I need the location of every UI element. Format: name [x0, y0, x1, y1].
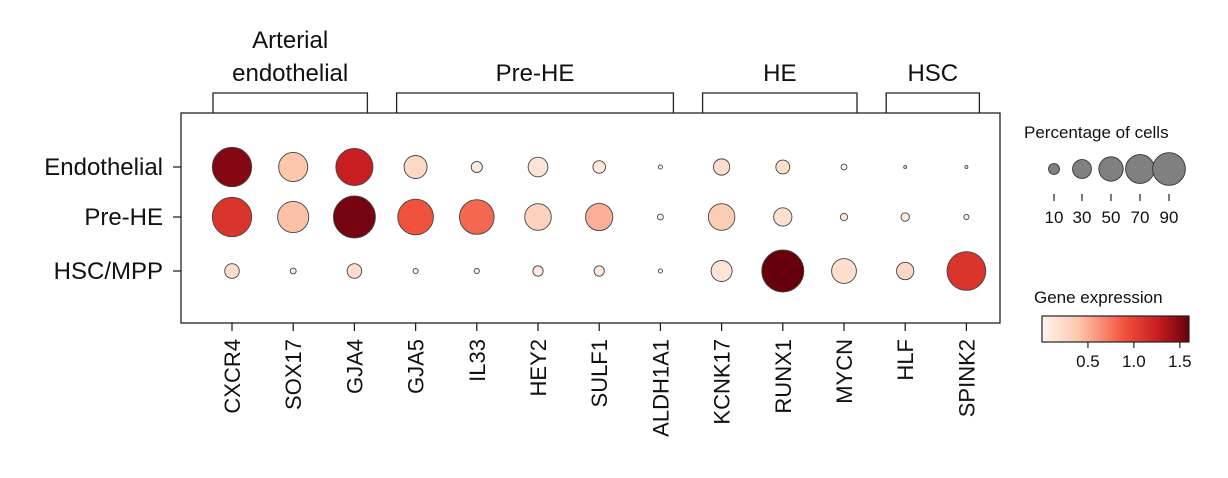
- group-bracket: [885, 92, 981, 113]
- dot-1-9: [773, 207, 793, 227]
- dot-2-4: [473, 267, 480, 275]
- dot-0-9: [775, 159, 791, 175]
- dot-0-3: [403, 155, 428, 179]
- group-bracket: [395, 92, 675, 113]
- dot-1-10: [839, 212, 849, 222]
- dot-1-8: [707, 203, 736, 231]
- size-legend-dot: [1152, 152, 1186, 186]
- dot-0-11: [903, 165, 908, 169]
- dot-0-0: [211, 146, 253, 188]
- dot-0-4: [470, 160, 483, 174]
- gene-label: SOX17: [281, 339, 306, 410]
- group-label: HE: [763, 60, 796, 87]
- group-label: Pre-HE: [496, 60, 575, 87]
- gene-label: GJA4: [342, 339, 367, 394]
- group-label: endothelial: [232, 60, 348, 87]
- gene-label: MYCN: [832, 339, 857, 404]
- color-legend-title: Gene expression: [1034, 288, 1163, 307]
- plot-frame: [180, 112, 1001, 324]
- dot-1-4: [459, 199, 495, 235]
- gene-group-brackets: Arterial endothelial Pre-HE HE HSC: [212, 27, 981, 113]
- size-legend-label: 70: [1131, 208, 1150, 227]
- dot-0-10: [840, 163, 848, 171]
- dot-1-0: [211, 196, 253, 238]
- dot-2-12: [946, 251, 987, 291]
- dot-1-6: [585, 202, 614, 232]
- color-legend-bar: [1041, 315, 1190, 343]
- color-legend: Gene expression 0.5 1.0 1.5: [1034, 288, 1192, 371]
- dot-1-1: [277, 200, 310, 234]
- size-legend-label: 50: [1102, 208, 1121, 227]
- gene-label: GJA5: [404, 339, 429, 394]
- dot-1-5: [524, 203, 552, 231]
- gene-label: SULF1: [587, 339, 612, 407]
- group-bracket: [701, 92, 858, 113]
- dot-2-3: [412, 267, 419, 275]
- color-legend-label: 0.5: [1076, 352, 1100, 371]
- dot-2-2: [346, 263, 363, 279]
- dot-1-11: [900, 212, 910, 222]
- size-legend-title: Percentage of cells: [1024, 123, 1169, 142]
- dot-2-7: [657, 268, 663, 274]
- gene-label: RUNX1: [771, 339, 796, 414]
- group-bracket: [212, 92, 369, 113]
- dot-1-2: [332, 195, 376, 239]
- row-label: HSC/MPP: [54, 258, 163, 285]
- size-legend-label: 90: [1160, 208, 1179, 227]
- dot-2-0: [224, 263, 240, 279]
- dot-2-11: [896, 261, 915, 281]
- size-legend-dot: [1072, 159, 1092, 179]
- row-label: Pre-HE: [84, 204, 163, 231]
- dot-0-1: [278, 151, 309, 182]
- dot-2-9: [761, 249, 805, 293]
- dot-0-6: [592, 160, 606, 174]
- group-label: HSC: [907, 60, 958, 87]
- gene-label: KCNK17: [710, 339, 735, 425]
- size-legend-dot: [1048, 163, 1060, 175]
- gene-label: SPINK2: [954, 339, 979, 417]
- dot-0-5: [527, 156, 549, 178]
- gene-label: HLF: [893, 339, 918, 381]
- dot-1-12: [963, 213, 970, 221]
- dot-2-1: [289, 267, 297, 275]
- dot-2-8: [710, 260, 733, 282]
- dot-0-8: [713, 158, 731, 176]
- size-legend-dot: [1098, 156, 1124, 182]
- plot-area: Endothelial Pre-HE HSC/MPP CXCR4 SOX17 GJA4 GJ…: [44, 112, 1001, 437]
- color-legend-label: 1.0: [1122, 352, 1146, 371]
- gene-label: HEY2: [526, 339, 551, 396]
- dot-0-2: [335, 147, 374, 186]
- gene-label: IL33: [465, 339, 490, 382]
- row-label: Endothelial: [44, 154, 163, 181]
- group-label: Arterial: [252, 27, 328, 54]
- dot-0-12: [964, 165, 969, 169]
- size-legend-label: 10: [1045, 208, 1064, 227]
- size-legend: Percentage of cells 10 30 50 70 90: [1024, 123, 1186, 227]
- gene-label: CXCR4: [220, 339, 245, 414]
- gene-label: ALDH1A1: [648, 339, 673, 437]
- size-legend-label: 30: [1073, 208, 1092, 227]
- color-legend-label: 1.5: [1168, 352, 1192, 371]
- dot-1-7: [656, 213, 664, 221]
- dot-0-7: [657, 164, 663, 170]
- dot-1-3: [397, 198, 434, 236]
- dot-2-10: [831, 258, 857, 284]
- size-legend-dot: [1125, 154, 1155, 184]
- dot-2-5: [532, 265, 544, 277]
- dot-2-6: [593, 265, 605, 277]
